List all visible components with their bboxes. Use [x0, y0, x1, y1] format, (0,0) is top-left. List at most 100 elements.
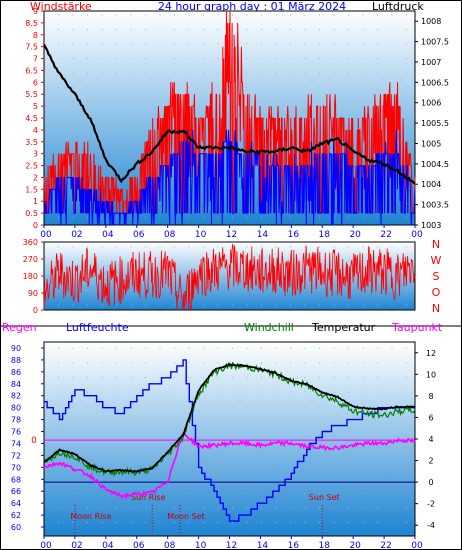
hour-tick-label: 04 — [102, 230, 114, 240]
wind-tick-label: 9 — [33, 7, 38, 16]
hour-tick-label: 06 — [133, 230, 145, 240]
pressure-tick-label: 1006.5 — [421, 78, 449, 87]
wind-tick-label: 8.5 — [25, 19, 38, 28]
header-left: Windstärke — [30, 0, 92, 13]
direction-tick-label: 180 — [23, 272, 38, 281]
wind-tick-label: 4.5 — [25, 114, 38, 123]
wind-pressure-axes: 00.511.522.533.544.555.566.577.588.59100… — [25, 7, 449, 240]
humidity-tick-label: 68 — [11, 475, 21, 484]
temperature-tick-label: -4 — [427, 521, 435, 530]
hour-tick-label: 16 — [288, 230, 300, 240]
wind-tick-label: 2 — [33, 173, 38, 182]
humidity-tick-label: 80 — [11, 404, 21, 413]
wind-tick-label: 7 — [33, 55, 38, 64]
humidity-tick-label: 66 — [11, 487, 21, 496]
wind-tick-label: 3.5 — [25, 138, 38, 147]
temperature-tick-label: 6 — [428, 413, 433, 422]
pressure-tick-label: 1005.5 — [421, 119, 449, 128]
hour-tick-label: 20 — [349, 541, 361, 550]
hour-tick-label: 12 — [226, 230, 237, 240]
pressure-tick-label: 1008 — [421, 17, 441, 26]
humidity-tick-label: 76 — [11, 428, 21, 437]
hour-tick-label: 18 — [319, 541, 331, 550]
wind-tick-label: 5.5 — [25, 90, 38, 99]
pressure-tick-label: 1003.5 — [421, 201, 449, 210]
humidity-series-line — [44, 359, 415, 522]
wind-tick-label: 6 — [33, 78, 38, 87]
hour-tick-label: 00 — [411, 230, 423, 240]
pressure-tick-label: 1004.5 — [421, 160, 449, 169]
label-temperatur: Temperatur — [311, 321, 376, 334]
humidity-tick-label: 60 — [11, 523, 21, 532]
direction-tick-label: 360 — [23, 238, 38, 247]
event-moon-set: Moon Set — [167, 512, 204, 521]
humidity-tick-label: 78 — [11, 416, 21, 425]
pressure-tick-label: 1007 — [421, 58, 441, 67]
event-moon-rise: Moon Rise — [70, 512, 111, 521]
wind-pressure-series — [43, 10, 416, 226]
temperature-tick-label: 4 — [428, 435, 433, 444]
humidity-tick-label: 72 — [11, 451, 21, 460]
header-right: Luftdruck — [372, 0, 424, 13]
wind-tick-label: 0 — [33, 221, 38, 230]
wind-tick-label: 4 — [33, 126, 38, 135]
humidity-tick-label: 74 — [11, 439, 21, 448]
humidity-tick-label: 84 — [11, 380, 21, 389]
temperature-tick-label: 10 — [426, 370, 436, 379]
temperature-axes: 60626466687072747678808284868890-4-20246… — [11, 344, 436, 550]
label-windchill: Windchill — [244, 321, 294, 334]
humidity-tick-label: 62 — [11, 511, 21, 520]
mean-wind-series-line — [43, 129, 416, 226]
hour-tick-label: 00 — [40, 541, 52, 550]
label-taupunkt: Taupunkt — [391, 321, 443, 334]
label-regen: Regen — [2, 321, 37, 334]
compass-label: S — [433, 270, 440, 283]
wind-direction-series — [43, 243, 416, 312]
direction-tick-label: 270 — [23, 255, 38, 264]
wind-tick-label: 5 — [33, 102, 38, 111]
hour-tick-label: 10 — [195, 230, 207, 240]
hour-tick-label: 22 — [380, 541, 391, 550]
rain-zero-marker: 0 — [31, 436, 37, 446]
wind-tick-label: 6.5 — [25, 66, 38, 75]
hour-tick-label: 14 — [257, 230, 269, 240]
hour-tick-label: 14 — [257, 541, 269, 550]
pressure-tick-label: 1006 — [421, 99, 441, 108]
hour-tick-label: 08 — [164, 230, 176, 240]
temperature-series — [43, 359, 416, 522]
dewpoint-series-line — [43, 431, 416, 500]
humidity-tick-label: 90 — [11, 344, 21, 353]
pressure-tick-label: 1004 — [421, 180, 441, 189]
wind-tick-label: 0.5 — [25, 209, 38, 218]
hour-tick-label: 08 — [164, 541, 176, 550]
hour-tick-label: 00 — [411, 541, 423, 550]
pressure-tick-label: 1003 — [421, 221, 441, 230]
humidity-tick-label: 86 — [11, 368, 21, 377]
humidity-tick-label: 82 — [11, 392, 21, 401]
hour-tick-label: 02 — [71, 541, 82, 550]
wind-tick-label: 7.5 — [25, 43, 38, 52]
compass-label: N — [432, 238, 440, 251]
event-sun-set: Sun Set — [309, 493, 340, 502]
hour-tick-label: 02 — [71, 230, 82, 240]
compass-label: O — [432, 286, 441, 299]
hour-tick-label: 12 — [226, 541, 237, 550]
temperature-tick-label: 8 — [428, 392, 433, 401]
hour-tick-label: 04 — [102, 541, 114, 550]
hour-tick-label: 22 — [380, 230, 391, 240]
temperature-series-line — [43, 362, 416, 474]
hour-tick-label: 10 — [195, 541, 207, 550]
header-center: 24 hour graph day : 01 März 2024 — [158, 0, 346, 13]
humidity-tick-label: 88 — [11, 356, 21, 365]
temperature-tick-label: 2 — [428, 457, 433, 466]
compass-label: W — [431, 254, 442, 267]
temperature-tick-label: 12 — [426, 349, 436, 358]
humidity-tick-label: 64 — [11, 499, 21, 508]
temperature-tick-label: 0 — [428, 478, 433, 487]
wind-tick-label: 2.5 — [25, 162, 38, 171]
humidity-tick-label: 70 — [11, 463, 21, 472]
hour-tick-label: 16 — [288, 541, 300, 550]
event-sun-rise: Sun Rise — [131, 493, 166, 502]
